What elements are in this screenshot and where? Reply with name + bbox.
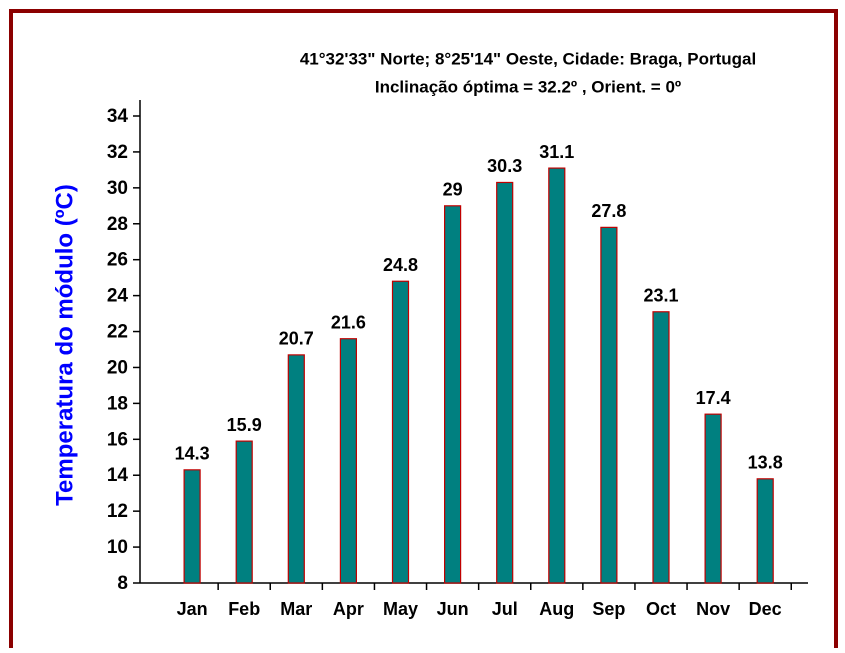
chart-title: 41°32'33" Norte; 8°25'14" Oeste, Cidade:… [300,49,756,68]
bar [652,311,670,584]
value-label: 17.4 [696,388,731,408]
x-tick-label: Mar [280,599,312,619]
y-tick-label: 22 [107,322,128,343]
bar [496,181,514,584]
value-label: 30.3 [487,156,522,176]
value-label: 13.8 [748,453,783,473]
y-tick-label: 14 [107,465,129,486]
y-tick-label: 26 [107,250,128,271]
chart-subtitle: Inclinação óptima = 32.2º , Orient. = 0º [375,77,681,96]
x-tick-label: Nov [696,599,730,619]
x-tick-label: Feb [228,599,260,619]
value-label: 24.8 [383,255,418,275]
bar [235,440,253,584]
value-label: 20.7 [279,329,314,349]
y-tick-label: 10 [107,537,128,558]
y-tick-label: 20 [107,357,128,378]
value-label: 29 [443,180,463,200]
value-label: 31.1 [539,142,574,162]
x-tick-label: Sep [592,599,625,619]
bar [704,413,722,584]
value-label: 27.8 [591,201,626,221]
y-tick-label: 18 [107,393,128,414]
y-tick-label: 28 [107,214,128,235]
bar [339,338,357,584]
value-label: 15.9 [227,415,262,435]
x-tick-label: Dec [749,599,782,619]
bar [756,478,774,584]
bar [287,354,305,584]
y-tick-label: 32 [107,142,128,163]
value-label: 21.6 [331,312,366,332]
bar [183,469,201,584]
x-tick-label: Oct [646,599,676,619]
bar [548,167,566,584]
x-tick-label: Jan [177,599,208,619]
y-tick-label: 16 [107,429,128,450]
value-label: 23.1 [643,286,678,306]
y-tick-label: 34 [107,106,129,127]
bar [391,280,410,584]
x-tick-label: Jul [492,599,518,619]
bar [600,226,618,584]
y-axis-label: Temperatura do módulo (ºC) [51,184,78,506]
x-tick-label: May [383,599,418,619]
y-tick-label: 8 [117,573,128,594]
value-label: 14.3 [175,444,210,464]
x-tick-label: Apr [333,599,364,619]
y-tick-label: 30 [107,178,128,199]
y-tick-label: 24 [107,286,129,307]
x-tick-label: Aug [539,599,574,619]
y-tick-label: 12 [107,501,128,522]
bar [444,205,462,584]
x-tick-label: Jun [437,599,469,619]
